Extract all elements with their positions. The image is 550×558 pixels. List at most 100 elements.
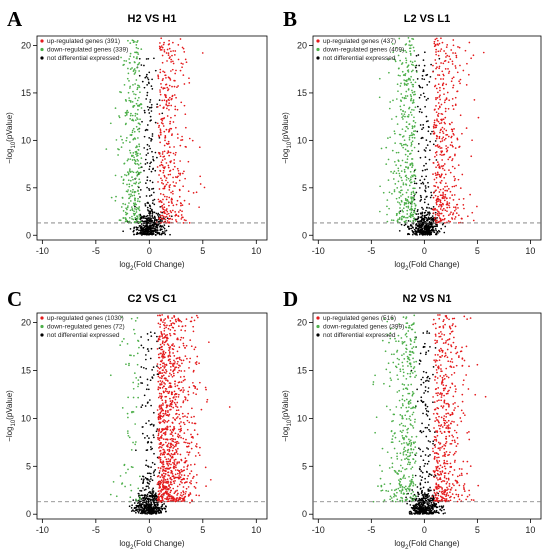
- point-up-regulated: [189, 222, 191, 224]
- point-up-regulated: [445, 138, 447, 140]
- point-not-differential: [147, 129, 149, 131]
- point-down-regulated: [379, 185, 381, 187]
- point-up-regulated: [174, 419, 176, 421]
- point-not-differential: [428, 216, 430, 218]
- point-up-regulated: [166, 497, 168, 499]
- point-up-regulated: [180, 421, 182, 423]
- point-outlier: [200, 183, 202, 185]
- point-down-regulated: [400, 186, 402, 188]
- point-up-regulated: [170, 490, 172, 492]
- point-up-regulated: [163, 385, 165, 387]
- point-up-regulated: [168, 201, 170, 203]
- point-up-regulated: [470, 57, 472, 59]
- point-up-regulated: [454, 402, 456, 404]
- point-up-regulated: [435, 202, 437, 204]
- point-not-differential: [427, 411, 429, 413]
- point-not-differential: [422, 234, 424, 236]
- point-not-differential: [144, 112, 146, 114]
- point-up-regulated: [171, 440, 173, 442]
- point-not-differential: [414, 182, 416, 184]
- point-not-differential: [150, 466, 152, 468]
- point-down-regulated: [136, 103, 138, 105]
- point-up-regulated: [434, 156, 436, 158]
- point-up-regulated: [196, 388, 198, 390]
- point-down-regulated: [126, 190, 128, 192]
- point-not-differential: [144, 136, 146, 138]
- point-up-regulated: [187, 400, 189, 402]
- point-not-differential: [146, 154, 148, 156]
- point-not-differential: [424, 202, 426, 204]
- point-down-regulated: [397, 159, 399, 161]
- point-up-regulated: [175, 127, 177, 129]
- point-up-regulated: [176, 441, 178, 443]
- point-up-regulated: [458, 80, 460, 82]
- point-up-regulated: [173, 355, 175, 357]
- point-not-differential: [441, 510, 443, 512]
- point-up-regulated: [167, 220, 169, 222]
- point-up-regulated: [158, 354, 160, 356]
- point-up-regulated: [182, 74, 184, 76]
- point-not-differential: [421, 506, 423, 508]
- point-not-differential: [153, 508, 155, 510]
- point-down-regulated: [134, 333, 136, 335]
- point-not-differential: [148, 512, 150, 514]
- point-up-regulated: [178, 325, 180, 327]
- point-down-regulated: [407, 83, 409, 85]
- point-up-regulated: [157, 381, 159, 383]
- point-down-regulated: [134, 83, 136, 85]
- point-down-regulated: [127, 417, 129, 419]
- point-up-regulated: [455, 185, 457, 187]
- point-up-regulated: [161, 332, 163, 334]
- point-down-regulated: [129, 158, 131, 160]
- point-up-regulated: [182, 173, 184, 175]
- point-up-regulated: [452, 146, 454, 148]
- point-down-regulated: [406, 162, 408, 164]
- point-down-regulated: [137, 189, 139, 191]
- point-up-regulated: [163, 454, 165, 456]
- point-up-regulated: [188, 494, 190, 496]
- point-up-regulated: [175, 152, 177, 154]
- point-up-regulated: [167, 182, 169, 184]
- point-down-regulated: [133, 397, 135, 399]
- point-up-regulated: [434, 109, 436, 111]
- point-not-differential: [149, 231, 151, 233]
- point-up-regulated: [161, 479, 163, 481]
- point-down-regulated: [138, 123, 140, 125]
- point-up-regulated: [459, 47, 461, 49]
- point-up-regulated: [189, 492, 191, 494]
- point-not-differential: [142, 426, 144, 428]
- point-down-regulated: [412, 214, 414, 216]
- point-up-regulated: [444, 475, 446, 477]
- point-up-regulated: [464, 490, 466, 492]
- point-up-regulated: [438, 121, 440, 123]
- point-not-differential: [432, 443, 434, 445]
- point-not-differential: [133, 227, 135, 229]
- point-up-regulated: [186, 358, 188, 360]
- point-down-regulated: [127, 343, 129, 345]
- point-up-regulated: [164, 383, 166, 385]
- point-up-regulated: [435, 172, 437, 174]
- panel-letter: A: [7, 7, 23, 31]
- point-down-regulated: [131, 134, 133, 136]
- point-up-regulated: [440, 208, 442, 210]
- point-not-differential: [139, 225, 141, 227]
- point-not-differential: [423, 382, 425, 384]
- point-up-regulated: [179, 484, 181, 486]
- point-up-regulated: [181, 363, 183, 365]
- point-up-regulated: [178, 462, 180, 464]
- point-up-regulated: [161, 201, 163, 203]
- point-down-regulated: [394, 170, 396, 172]
- point-down-regulated: [132, 382, 134, 384]
- point-up-regulated: [441, 173, 443, 175]
- point-down-regulated: [397, 220, 399, 222]
- point-down-regulated: [129, 141, 131, 143]
- point-not-differential: [147, 77, 149, 79]
- point-down-regulated: [137, 53, 139, 55]
- point-up-regulated: [159, 314, 161, 316]
- point-up-regulated: [458, 164, 460, 166]
- point-down-regulated: [386, 199, 388, 201]
- point-not-differential: [158, 232, 160, 234]
- point-up-regulated: [159, 485, 161, 487]
- point-up-regulated: [432, 173, 434, 175]
- point-up-regulated: [442, 131, 444, 133]
